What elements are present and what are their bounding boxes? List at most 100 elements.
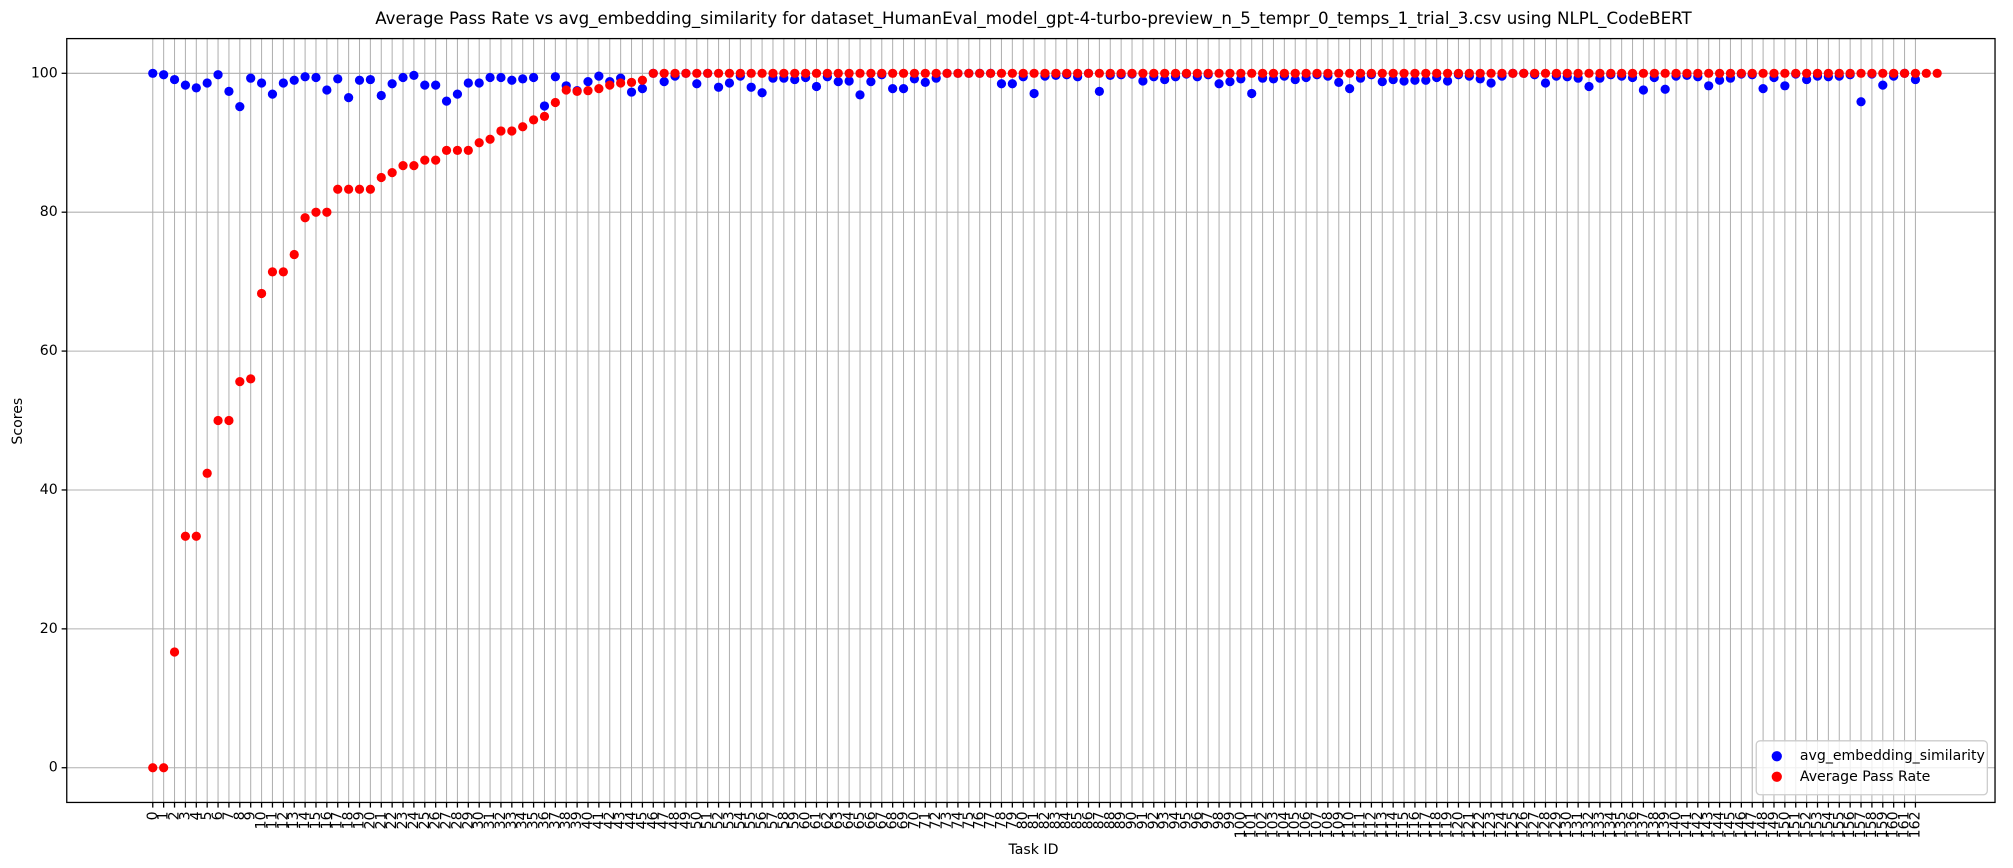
point xyxy=(1638,85,1649,95)
point xyxy=(583,86,593,96)
x-tick-label: 74 xyxy=(950,811,966,829)
point xyxy=(811,81,822,92)
point xyxy=(1638,68,1649,78)
point xyxy=(931,68,941,78)
point xyxy=(844,68,854,78)
point xyxy=(779,68,789,78)
point xyxy=(692,79,702,89)
y-axis-label: Scores xyxy=(10,398,26,445)
x-tick-label: 30 xyxy=(471,811,487,829)
x-tick-label: 72 xyxy=(928,811,944,829)
point xyxy=(1073,68,1083,78)
point xyxy=(550,97,560,108)
x-tick-label: 50 xyxy=(689,811,705,829)
point xyxy=(670,68,680,78)
point xyxy=(1225,77,1235,87)
x-tick-label: 34 xyxy=(515,811,531,829)
x-tick-label: 108 xyxy=(1320,811,1336,838)
point xyxy=(1290,68,1300,78)
y-tick-label: 100 xyxy=(31,65,58,81)
point xyxy=(1453,68,1464,78)
x-tick-label: 28 xyxy=(449,811,465,829)
x-tick-label: 43 xyxy=(613,811,629,829)
x-tick-label: 53 xyxy=(721,811,737,829)
x-tick-label: 160 xyxy=(1886,811,1902,838)
point xyxy=(1377,77,1387,87)
point xyxy=(463,78,473,88)
point xyxy=(1529,68,1540,78)
point xyxy=(594,71,604,81)
point xyxy=(213,70,223,80)
x-tick-label: 67 xyxy=(874,811,890,829)
x-tick-label: 17 xyxy=(330,811,346,829)
point xyxy=(626,87,637,97)
point xyxy=(1497,68,1507,78)
point xyxy=(387,79,397,89)
point xyxy=(322,207,332,217)
point xyxy=(1758,68,1768,78)
point xyxy=(289,75,299,85)
point xyxy=(746,68,756,78)
point xyxy=(681,68,691,78)
x-tick-label: 23 xyxy=(395,811,411,829)
point xyxy=(1725,68,1736,78)
x-tick-label: 11 xyxy=(264,811,280,829)
point xyxy=(528,72,539,83)
point xyxy=(1606,68,1616,78)
point xyxy=(191,83,201,93)
point xyxy=(1486,78,1496,88)
x-tick-label: 73 xyxy=(939,811,955,829)
point xyxy=(1812,68,1823,78)
point xyxy=(1366,68,1377,78)
point xyxy=(1170,68,1181,78)
x-tick-label: 95 xyxy=(1178,811,1194,829)
point xyxy=(1377,68,1387,78)
x-tick-label: 127 xyxy=(1527,811,1543,838)
point xyxy=(561,85,571,95)
point xyxy=(441,96,452,106)
point xyxy=(975,68,985,78)
x-tick-label: 55 xyxy=(743,811,759,829)
point xyxy=(1236,68,1246,78)
point xyxy=(920,68,930,78)
point xyxy=(1464,68,1474,78)
x-tick-label: 29 xyxy=(460,811,476,829)
legend: avg_embedding_similarity Average Pass Rat… xyxy=(1755,740,1988,796)
point xyxy=(1867,68,1877,78)
x-tick-label: 20 xyxy=(362,811,378,829)
y-tick-label: 40 xyxy=(40,482,58,498)
x-tick-label: 128 xyxy=(1537,811,1553,838)
point xyxy=(1040,68,1050,78)
x-tick-label: 109 xyxy=(1331,811,1347,838)
point xyxy=(1127,68,1137,78)
point xyxy=(354,184,365,194)
point xyxy=(289,249,299,260)
point xyxy=(898,83,909,94)
x-tick-label: 7 xyxy=(221,811,237,820)
point xyxy=(1921,68,1931,78)
x-tick-label: 77 xyxy=(983,811,999,829)
point xyxy=(692,68,702,78)
x-tick-label: 156 xyxy=(1842,811,1858,838)
point xyxy=(1094,68,1105,78)
point xyxy=(235,102,245,112)
point xyxy=(626,77,637,87)
point xyxy=(1334,68,1344,78)
point xyxy=(409,161,419,171)
x-tick-label: 93 xyxy=(1157,811,1173,829)
x-tick-label: 54 xyxy=(732,811,748,829)
point xyxy=(594,83,604,94)
point xyxy=(1094,86,1105,96)
point xyxy=(1736,68,1746,78)
x-tick-label: 122 xyxy=(1472,811,1488,838)
point xyxy=(877,68,887,78)
x-tick-label: 115 xyxy=(1396,811,1412,838)
point xyxy=(637,83,648,94)
x-tick-label: 61 xyxy=(808,811,824,829)
point xyxy=(485,134,495,144)
point xyxy=(1214,68,1224,78)
point xyxy=(757,88,767,98)
point xyxy=(354,75,365,85)
point xyxy=(202,78,212,88)
point xyxy=(1540,68,1551,78)
